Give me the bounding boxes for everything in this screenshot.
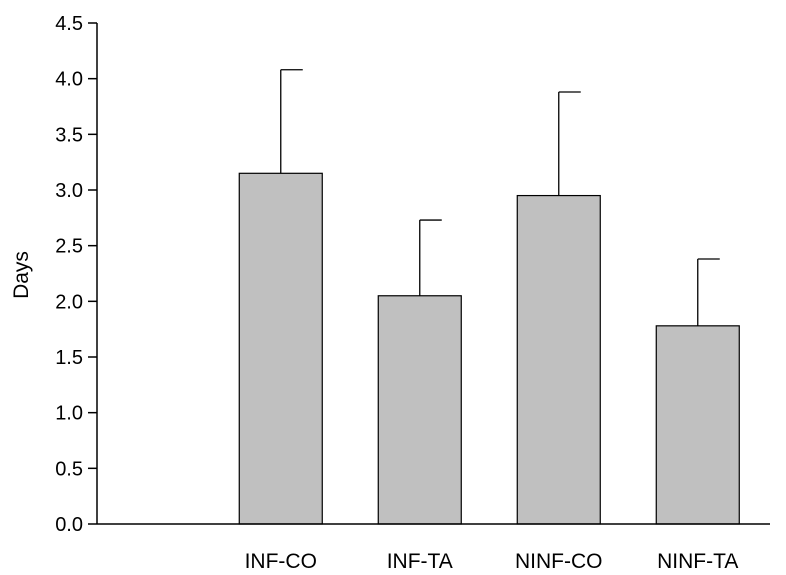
y-tick-label-9: 4.5 (55, 13, 83, 35)
y-tick-label-3: 1.5 (55, 347, 83, 369)
y-tick-label-4: 2.0 (55, 291, 83, 313)
bars (238, 172, 740, 525)
y-tick-label-5: 2.5 (55, 236, 83, 258)
y-tick-label-2: 1.0 (55, 403, 83, 425)
y-tick-label-7: 3.5 (55, 124, 83, 146)
x-tick-labels: INF-CO INF-TA NINF-CO NINF-TA (245, 550, 739, 573)
y-ticks: 0.0 0.5 1.0 1.5 2.0 2.5 3.0 3.5 4.0 4.5 (55, 13, 97, 536)
y-tick-label-1: 0.5 (55, 458, 83, 480)
y-tick-label-6: 3.0 (55, 180, 83, 202)
bar-3 (655, 325, 740, 525)
bar-1 (377, 295, 462, 525)
x-tick-label-2: NINF-CO (515, 550, 603, 573)
y-axis-title: Days (10, 251, 33, 299)
error-bars (280, 69, 720, 326)
bar-0 (238, 172, 323, 525)
x-tick-label-3: NINF-TA (657, 550, 738, 573)
x-tick-label-0: INF-CO (245, 550, 317, 573)
plot-area: 0.00.51.01.52.02.53.03.54.04.5 INF-CO INF… (55, 13, 770, 573)
x-tick-label-1: INF-TA (387, 550, 453, 573)
y-tick-label-8: 4.0 (55, 69, 83, 91)
bar-2 (516, 194, 601, 525)
y-tick-label-0: 0.0 (55, 514, 83, 536)
